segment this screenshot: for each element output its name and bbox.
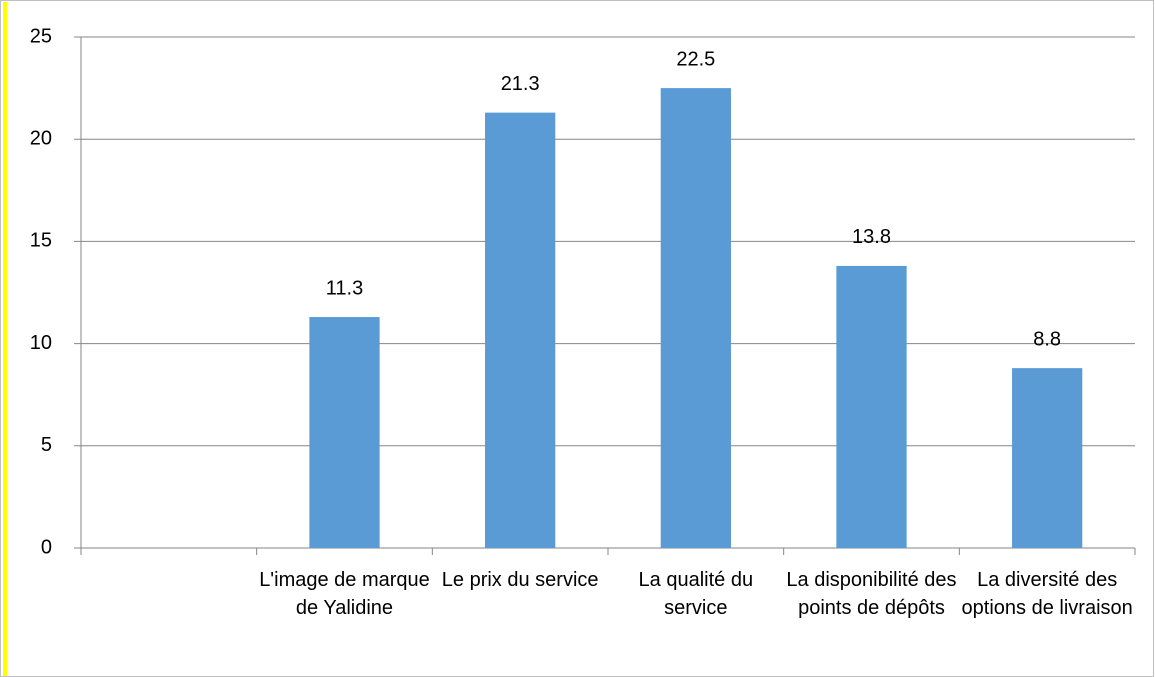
data-label: 11.3 xyxy=(326,277,363,299)
y-tick-label: 20 xyxy=(30,127,52,149)
x-tick-label: La disponibilité des points de dépôts xyxy=(786,569,957,619)
bar xyxy=(836,265,907,548)
data-label: 22.5 xyxy=(676,48,715,70)
x-tick-label: Le prix du service xyxy=(441,569,599,591)
y-tick-label: 5 xyxy=(41,434,52,456)
data-label: 21.3 xyxy=(501,73,540,95)
y-tick-label: 10 xyxy=(30,332,52,354)
bar xyxy=(485,112,556,549)
x-tick-label: La diversité des options de livraison xyxy=(961,569,1133,619)
x-tick-label-box: La qualité du service xyxy=(638,569,754,619)
bar xyxy=(309,317,380,548)
x-tick-label-box: L'image de marque de Yalidine xyxy=(259,569,430,619)
x-tick-label-box: Le prix du service xyxy=(441,569,599,591)
y-tick-label: 0 xyxy=(41,536,52,558)
highlight-bar xyxy=(3,2,7,676)
y-tick-label: 25 xyxy=(30,25,52,47)
x-tick-label-box: La diversité des options de livraison xyxy=(961,569,1133,619)
bar xyxy=(1012,368,1083,548)
data-label: 8.8 xyxy=(1033,328,1061,350)
y-tick-label: 15 xyxy=(30,230,52,252)
x-tick-label-box: La disponibilité des points de dépôts xyxy=(786,569,957,619)
x-tick-label: La qualité du service xyxy=(638,569,754,619)
x-tick-label: L'image de marque de Yalidine xyxy=(259,569,430,619)
bar xyxy=(660,88,731,548)
data-label: 13.8 xyxy=(852,226,891,248)
